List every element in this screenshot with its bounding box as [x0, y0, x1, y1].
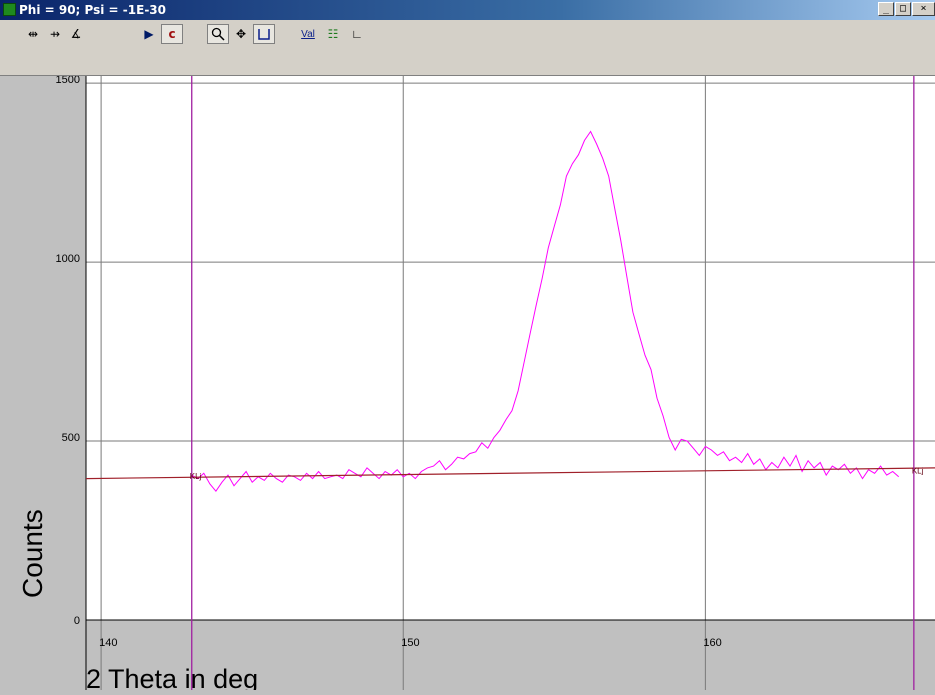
diffraction-chart[interactable]: 0 500 1000 1500 140 150 160 KLj KLj Counts 2 T…: [0, 74, 935, 694]
cursor-label: KLj: [190, 472, 202, 481]
close-button[interactable]: ×: [912, 2, 935, 16]
background-line: [85, 467, 935, 480]
horizontal-cursor-icon[interactable]: ⇹: [27, 27, 39, 41]
x-axis-label: 2 Theta in deg: [86, 664, 258, 690]
legend-icon[interactable]: ☷: [327, 27, 339, 41]
zoom-icon[interactable]: [207, 24, 229, 44]
y-tick-label: 1500: [56, 76, 80, 86]
y-tick-labels: 0 500 1000 1500: [56, 74, 80, 627]
pan-icon[interactable]: ✥: [235, 27, 247, 41]
window-title: Phi = 90; Psi = -1E-30: [19, 3, 166, 17]
plot-canvas: [86, 76, 935, 620]
angle-icon[interactable]: ∡: [70, 27, 82, 41]
minimize-button[interactable]: _: [878, 2, 894, 16]
y-tick-label: 1000: [56, 253, 80, 265]
app-icon: [3, 3, 16, 16]
y-tick-label: 500: [62, 432, 80, 444]
toolbar: ⇹ ⇸ ∡ ▶ c ✥ Val ☷ ∟: [0, 20, 935, 76]
c-button[interactable]: c: [161, 24, 183, 44]
maximize-button[interactable]: □: [895, 2, 911, 16]
grid: [85, 76, 935, 690]
x-tick-label: 150: [401, 637, 419, 649]
cursor-label: KLj: [912, 467, 924, 476]
vertical-cursor-icon[interactable]: ⇸: [49, 27, 61, 41]
y-tick-label: 0: [74, 615, 80, 627]
x-tick-label: 140: [99, 637, 117, 649]
y-axis-label: Counts: [17, 509, 48, 598]
play-icon[interactable]: ▶: [144, 27, 154, 41]
baseline-glyph-icon: [258, 29, 270, 40]
title-bar: Phi = 90; Psi = -1E-30 _ □ ×: [0, 0, 935, 20]
axes-icon[interactable]: ∟: [351, 27, 363, 41]
magnifier-icon: [211, 27, 225, 41]
baseline-icon[interactable]: [253, 24, 275, 44]
plot-area[interactable]: 0 500 1000 1500 140 150 160 KLj KLj Counts 2 T…: [0, 74, 935, 694]
series-group: [85, 130, 935, 493]
val-button[interactable]: Val: [301, 28, 315, 40]
cursor-group[interactable]: KLj KLj: [190, 76, 924, 690]
x-tick-labels: 140 150 160: [99, 637, 722, 649]
x-tick-label: 160: [703, 637, 721, 649]
